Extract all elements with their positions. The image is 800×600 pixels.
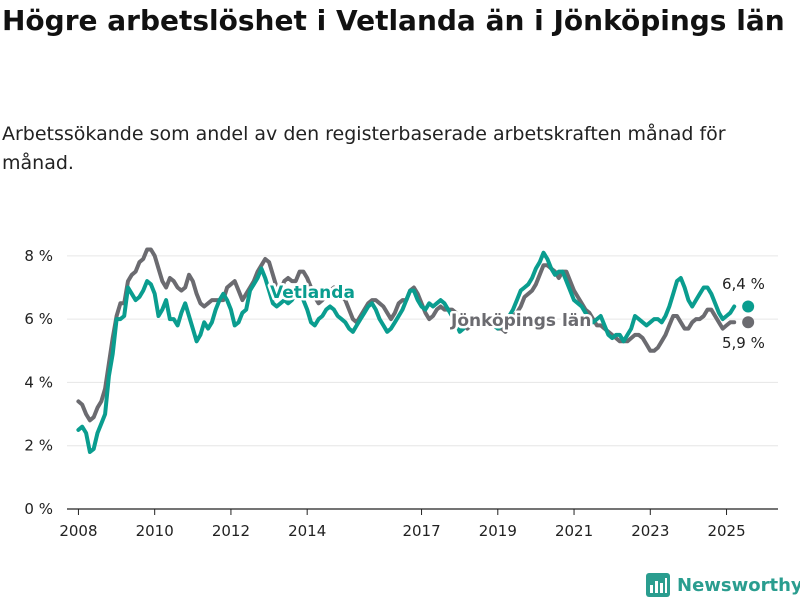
y-tick-label: 6 % (24, 310, 53, 328)
newsworthy-logo: Newsworthy (645, 570, 800, 600)
end-value-label-jonkopings-lan: 5,9 % (722, 334, 765, 352)
x-tick-label: 2012 (212, 522, 250, 540)
y-tick-label: 0 % (24, 500, 53, 518)
x-tick-label: 2019 (479, 522, 517, 540)
x-tick-label: 2010 (136, 522, 174, 540)
bar-chart-logo-icon (646, 573, 670, 597)
x-tick-label: 2014 (288, 522, 326, 540)
x-tick-label: 2008 (59, 522, 97, 540)
end-point-jonkopings-lan (742, 316, 755, 329)
series-line-jonkopings-lan (76, 247, 737, 423)
y-tick-label: 2 % (24, 437, 53, 455)
series-label-vetlanda: Vetlanda (270, 283, 355, 303)
series-label-jonkopings-lan: Jönköpings län (450, 311, 591, 331)
x-tick-label: 2021 (555, 522, 593, 540)
brand-name: Newsworthy (677, 574, 800, 596)
end-value-label-vetlanda: 6,4 % (722, 275, 765, 293)
x-tick-label: 2025 (707, 522, 745, 540)
page-title: Högre arbetslöshet i Vetlanda än i Jönkö… (2, 4, 785, 37)
y-tick-label: 8 % (24, 247, 53, 265)
end-point-vetlanda (742, 300, 755, 313)
series-line-vetlanda (76, 250, 737, 454)
chart-subtitle: Arbetssökande som andel av den registerb… (2, 123, 726, 174)
y-tick-label: 4 % (24, 373, 53, 391)
x-tick-label: 2017 (402, 522, 440, 540)
x-tick-label: 2023 (631, 522, 669, 540)
